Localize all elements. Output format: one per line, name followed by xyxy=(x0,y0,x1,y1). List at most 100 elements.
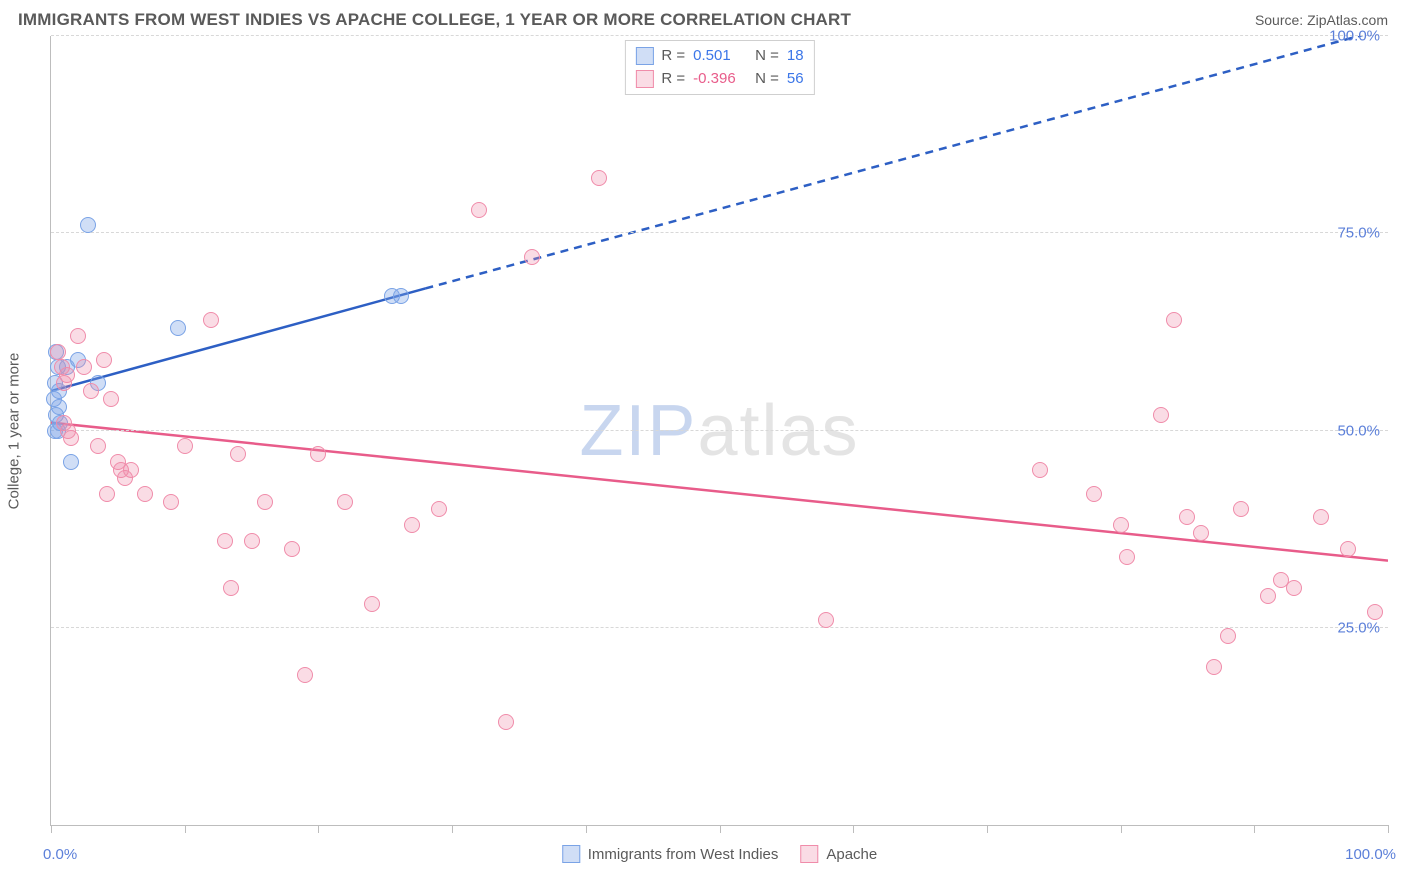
point-apache xyxy=(1119,549,1135,565)
swatch-blue xyxy=(635,47,653,65)
point-apache xyxy=(1179,509,1195,525)
point-apache xyxy=(1260,588,1276,604)
watermark-zip: ZIP xyxy=(579,391,697,471)
point-apache xyxy=(83,383,99,399)
point-apache xyxy=(203,312,219,328)
r-value-2: -0.396 xyxy=(693,68,747,91)
point-apache xyxy=(498,714,514,730)
point-apache xyxy=(284,541,300,557)
source-link[interactable]: ZipAtlas.com xyxy=(1307,12,1388,28)
stats-row-2: R = -0.396 N = 56 xyxy=(635,68,803,91)
gridline-h xyxy=(51,430,1388,431)
stats-legend: R = 0.501 N = 18 R = -0.396 N = 56 xyxy=(624,40,814,95)
legend-swatch-pink xyxy=(800,845,818,863)
point-apache xyxy=(591,170,607,186)
point-apache xyxy=(1286,580,1302,596)
point-apache xyxy=(63,430,79,446)
point-apache xyxy=(1367,604,1383,620)
watermark-atlas: atlas xyxy=(697,391,859,471)
gridline-h xyxy=(51,627,1388,628)
r-label-1: R = xyxy=(661,45,685,68)
source-attribution: Source: ZipAtlas.com xyxy=(1255,12,1388,28)
n-label-2: N = xyxy=(755,68,779,91)
point-apache xyxy=(404,517,420,533)
n-value-1: 18 xyxy=(787,45,804,68)
point-apache xyxy=(1193,525,1209,541)
x-tick xyxy=(452,825,453,833)
legend-swatch-blue xyxy=(562,845,580,863)
point-apache xyxy=(217,533,233,549)
point-apache xyxy=(364,596,380,612)
n-value-2: 56 xyxy=(787,68,804,91)
point-west-indies xyxy=(80,217,96,233)
x-tick xyxy=(51,825,52,833)
legend-item-2: Apache xyxy=(800,845,877,863)
point-west-indies xyxy=(393,288,409,304)
point-apache xyxy=(471,202,487,218)
point-apache xyxy=(96,352,112,368)
point-apache xyxy=(1206,659,1222,675)
point-apache xyxy=(90,438,106,454)
y-tick-label: 50.0% xyxy=(1337,422,1380,439)
trend-lines xyxy=(51,36,1388,825)
x-tick xyxy=(720,825,721,833)
point-apache xyxy=(818,612,834,628)
point-apache xyxy=(230,446,246,462)
gridline-h xyxy=(51,35,1388,36)
point-apache xyxy=(1233,501,1249,517)
point-apache xyxy=(244,533,260,549)
point-apache xyxy=(297,667,313,683)
stats-row-1: R = 0.501 N = 18 xyxy=(635,45,803,68)
point-west-indies xyxy=(170,320,186,336)
point-apache xyxy=(431,501,447,517)
point-apache xyxy=(337,494,353,510)
y-axis-label: College, 1 year or more xyxy=(6,353,23,510)
point-apache xyxy=(310,446,326,462)
x-tick xyxy=(1254,825,1255,833)
point-apache xyxy=(1113,517,1129,533)
gridline-h xyxy=(51,232,1388,233)
point-west-indies xyxy=(51,399,67,415)
chart-container: College, 1 year or more ZIPatlas R = 0.5… xyxy=(18,36,1388,826)
point-apache xyxy=(1086,486,1102,502)
point-apache xyxy=(177,438,193,454)
y-tick-label: 25.0% xyxy=(1337,619,1380,636)
point-apache xyxy=(257,494,273,510)
legend-label-1: Immigrants from West Indies xyxy=(588,846,779,863)
point-apache xyxy=(123,462,139,478)
n-label-1: N = xyxy=(755,45,779,68)
legend-label-2: Apache xyxy=(826,846,877,863)
y-tick-label: 100.0% xyxy=(1329,28,1380,45)
r-label-2: R = xyxy=(661,68,685,91)
x-tick xyxy=(318,825,319,833)
x-tick xyxy=(586,825,587,833)
chart-title: IMMIGRANTS FROM WEST INDIES VS APACHE CO… xyxy=(18,10,851,30)
chart-header: IMMIGRANTS FROM WEST INDIES VS APACHE CO… xyxy=(0,0,1406,36)
r-value-1: 0.501 xyxy=(693,45,747,68)
x-tick-0: 0.0% xyxy=(43,846,77,863)
plot-area: ZIPatlas R = 0.501 N = 18 R = -0.396 N =… xyxy=(50,36,1388,826)
point-apache xyxy=(1153,407,1169,423)
point-apache xyxy=(59,367,75,383)
point-apache xyxy=(1166,312,1182,328)
legend-item-1: Immigrants from West Indies xyxy=(562,845,779,863)
point-apache xyxy=(99,486,115,502)
point-apache xyxy=(50,344,66,360)
point-apache xyxy=(70,328,86,344)
point-apache xyxy=(137,486,153,502)
x-tick xyxy=(853,825,854,833)
point-apache xyxy=(524,249,540,265)
point-apache xyxy=(103,391,119,407)
watermark: ZIPatlas xyxy=(579,390,859,472)
source-prefix: Source: xyxy=(1255,12,1307,28)
point-apache xyxy=(223,580,239,596)
x-tick-100: 100.0% xyxy=(1345,846,1396,863)
point-apache xyxy=(1032,462,1048,478)
point-apache xyxy=(163,494,179,510)
point-apache xyxy=(76,359,92,375)
point-apache xyxy=(1220,628,1236,644)
swatch-pink xyxy=(635,70,653,88)
y-tick-label: 75.0% xyxy=(1337,225,1380,242)
point-apache xyxy=(1340,541,1356,557)
series-legend: Immigrants from West Indies Apache xyxy=(562,845,877,863)
